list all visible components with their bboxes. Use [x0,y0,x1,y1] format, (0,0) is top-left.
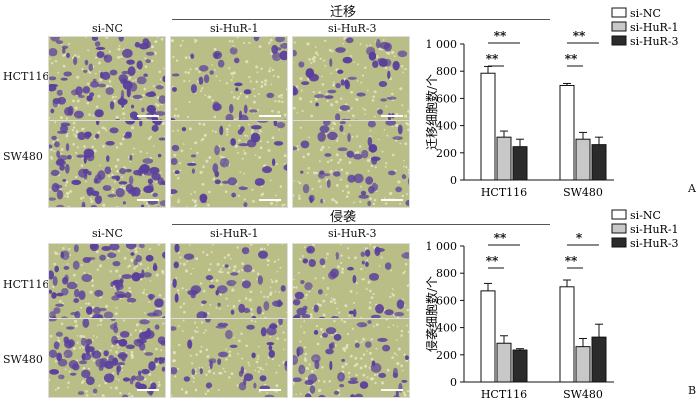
y-axis-label: 侵袭细胞数/个 [424,276,439,352]
y-tick-label: 1 000 [426,38,458,51]
micrograph-migration-sw480-si-nc [48,120,166,208]
bar [575,346,591,383]
scale-bar [137,115,159,117]
micrograph-invasion-sw480-si-nc [48,318,166,398]
section-b-title: 侵袭 [330,210,357,225]
bar [559,84,575,181]
legend-label: si-NC [630,7,661,20]
bar [575,138,591,181]
section-a-letter: A [688,182,696,195]
micrograph-invasion-sw480-si-hur-1 [170,318,288,398]
x-tick-label: SW480 [563,388,603,400]
y-tick-label: 1 000 [426,240,458,253]
y-tick-label: 400 [436,322,457,335]
bar [559,286,575,383]
bar [480,290,496,383]
section-a-row-sw480: SW480 [3,150,43,163]
micrograph-texture [49,121,165,207]
section-b-col-si-hur-1: si-HuR-1 [210,227,259,240]
legend-label: si-HuR-3 [630,237,679,250]
legend-swatch [611,21,627,32]
y-tick-label: 400 [436,120,457,133]
y-tick-label: 800 [436,267,457,280]
y-axis-label: 迁移细胞数/个 [424,74,439,150]
x-tick-label: HCT116 [481,388,527,400]
y-tick-label: 800 [436,65,457,78]
legend-label: si-NC [630,209,661,222]
micrograph-invasion-hct116-si-hur-3 [292,243,410,331]
significance-label: * [576,231,583,245]
bar [496,136,512,181]
micrograph-invasion-hct116-si-nc [48,243,166,331]
section-a-title: 迁移 [330,5,357,20]
legend-swatch [611,7,627,18]
micrograph-texture [49,319,165,397]
micrograph-migration-sw480-si-hur-3 [292,120,410,208]
y-tick-label: 200 [436,147,457,160]
scale-bar [381,199,403,201]
significance-label: ** [486,254,499,268]
legend-swatch [611,35,627,46]
significance-label: ** [565,254,578,268]
x-tick-label: SW480 [563,186,603,198]
micrograph-texture [49,37,165,123]
legend-label: si-HuR-1 [630,223,679,236]
y-tick-label: 0 [450,376,457,389]
bar [512,349,528,383]
bar [591,336,607,383]
significance-label: ** [486,52,499,66]
significance-label: ** [573,29,586,43]
section-b-letter: B [688,384,697,397]
scale-bar [381,115,403,117]
bar [591,144,607,181]
legend-swatch [611,209,627,220]
section-a-col-si-hur-3: si-HuR-3 [328,22,377,35]
section-a-title-rule [172,19,550,20]
micrograph-texture [293,121,409,207]
micrograph-texture [171,319,287,397]
scale-bar [259,199,281,201]
micrograph-texture [171,121,287,207]
section-a-row-hct116: HCT116 [3,70,50,83]
bar [496,342,512,383]
section-a-col-si-hur-1: si-HuR-1 [210,22,259,35]
y-tick-label: 600 [436,294,457,307]
section-b-row-hct116: HCT116 [3,278,50,291]
micrograph-migration-hct116-si-hur-3 [292,36,410,124]
y-tick-label: 600 [436,92,457,105]
scale-bar [137,199,159,201]
micrograph-migration-hct116-si-hur-1 [170,36,288,124]
section-a-col-si-nc: si-NC [92,22,123,35]
legend-swatch [611,223,627,234]
y-tick-label: 200 [436,349,457,362]
migration-bar-chart: 0 200 400 600 800 1 000 迁移细胞数/个 HCT116 SW480 ** **… [424,7,679,198]
legend-swatch [611,237,627,248]
legend-label: si-HuR-3 [630,35,679,48]
legend-label: si-HuR-1 [630,21,679,34]
section-b-row-sw480: SW480 [3,353,43,366]
bar [480,72,496,181]
significance-label: ** [494,29,507,43]
x-tick-label: HCT116 [481,186,527,198]
micrograph-migration-sw480-si-hur-1 [170,120,288,208]
scale-bar [259,115,281,117]
scale-bar [381,389,403,391]
significance-label: ** [494,231,507,245]
section-b-title-rule [172,224,550,225]
significance-label: ** [565,52,578,66]
micrograph-texture [171,37,287,123]
micrograph-invasion-sw480-si-hur-3 [292,318,410,398]
micrograph-texture [293,37,409,123]
y-tick-label: 0 [450,174,457,187]
scale-bar [259,389,281,391]
section-b-col-si-nc: si-NC [92,227,123,240]
section-b-col-si-hur-3: si-HuR-3 [328,227,377,240]
micrograph-texture [293,319,409,397]
micrograph-migration-hct116-si-nc [48,36,166,124]
scale-bar [137,389,159,391]
bar [512,146,528,181]
